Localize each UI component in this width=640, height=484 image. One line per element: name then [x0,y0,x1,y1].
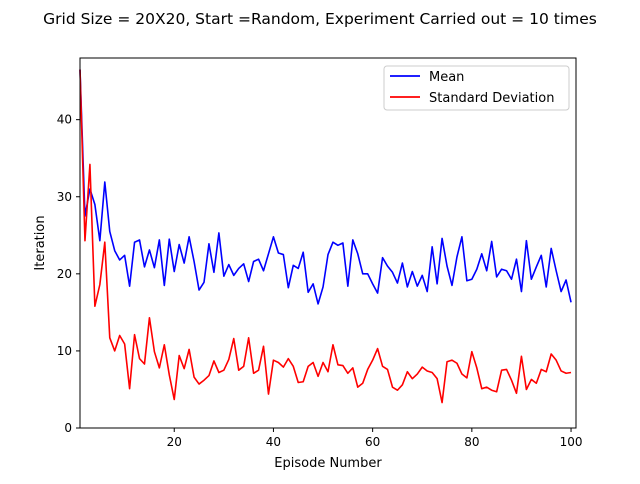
legend-label-std: Standard Deviation [429,91,554,106]
x-tick-label: 40 [266,435,281,449]
x-tick-label: 80 [464,435,479,449]
y-axis-label: Iteration [33,215,48,270]
legend: Mean Standard Deviation [383,65,570,111]
standard-deviation-series-line [79,69,572,404]
plot-area: 20 40 60 80 100 0 10 20 30 40 [57,69,583,449]
x-axis-label: Episode Number [274,456,382,471]
y-tick-label: 10 [57,344,72,358]
y-tick-label: 30 [57,190,72,204]
y-tick-label: 0 [64,421,72,435]
mean-series-line [79,69,572,305]
legend-label-mean: Mean [429,70,464,85]
legend-box [383,65,570,111]
chart-title: Grid Size = 20X20, Start =Random, Experi… [43,10,597,28]
axes-frame [79,57,577,429]
x-tick-label: 60 [365,435,380,449]
x-tick-label: 20 [167,435,182,449]
x-tick-label: 100 [560,435,583,449]
y-tick-label: 40 [57,113,72,127]
y-tick-label: 20 [57,267,72,281]
